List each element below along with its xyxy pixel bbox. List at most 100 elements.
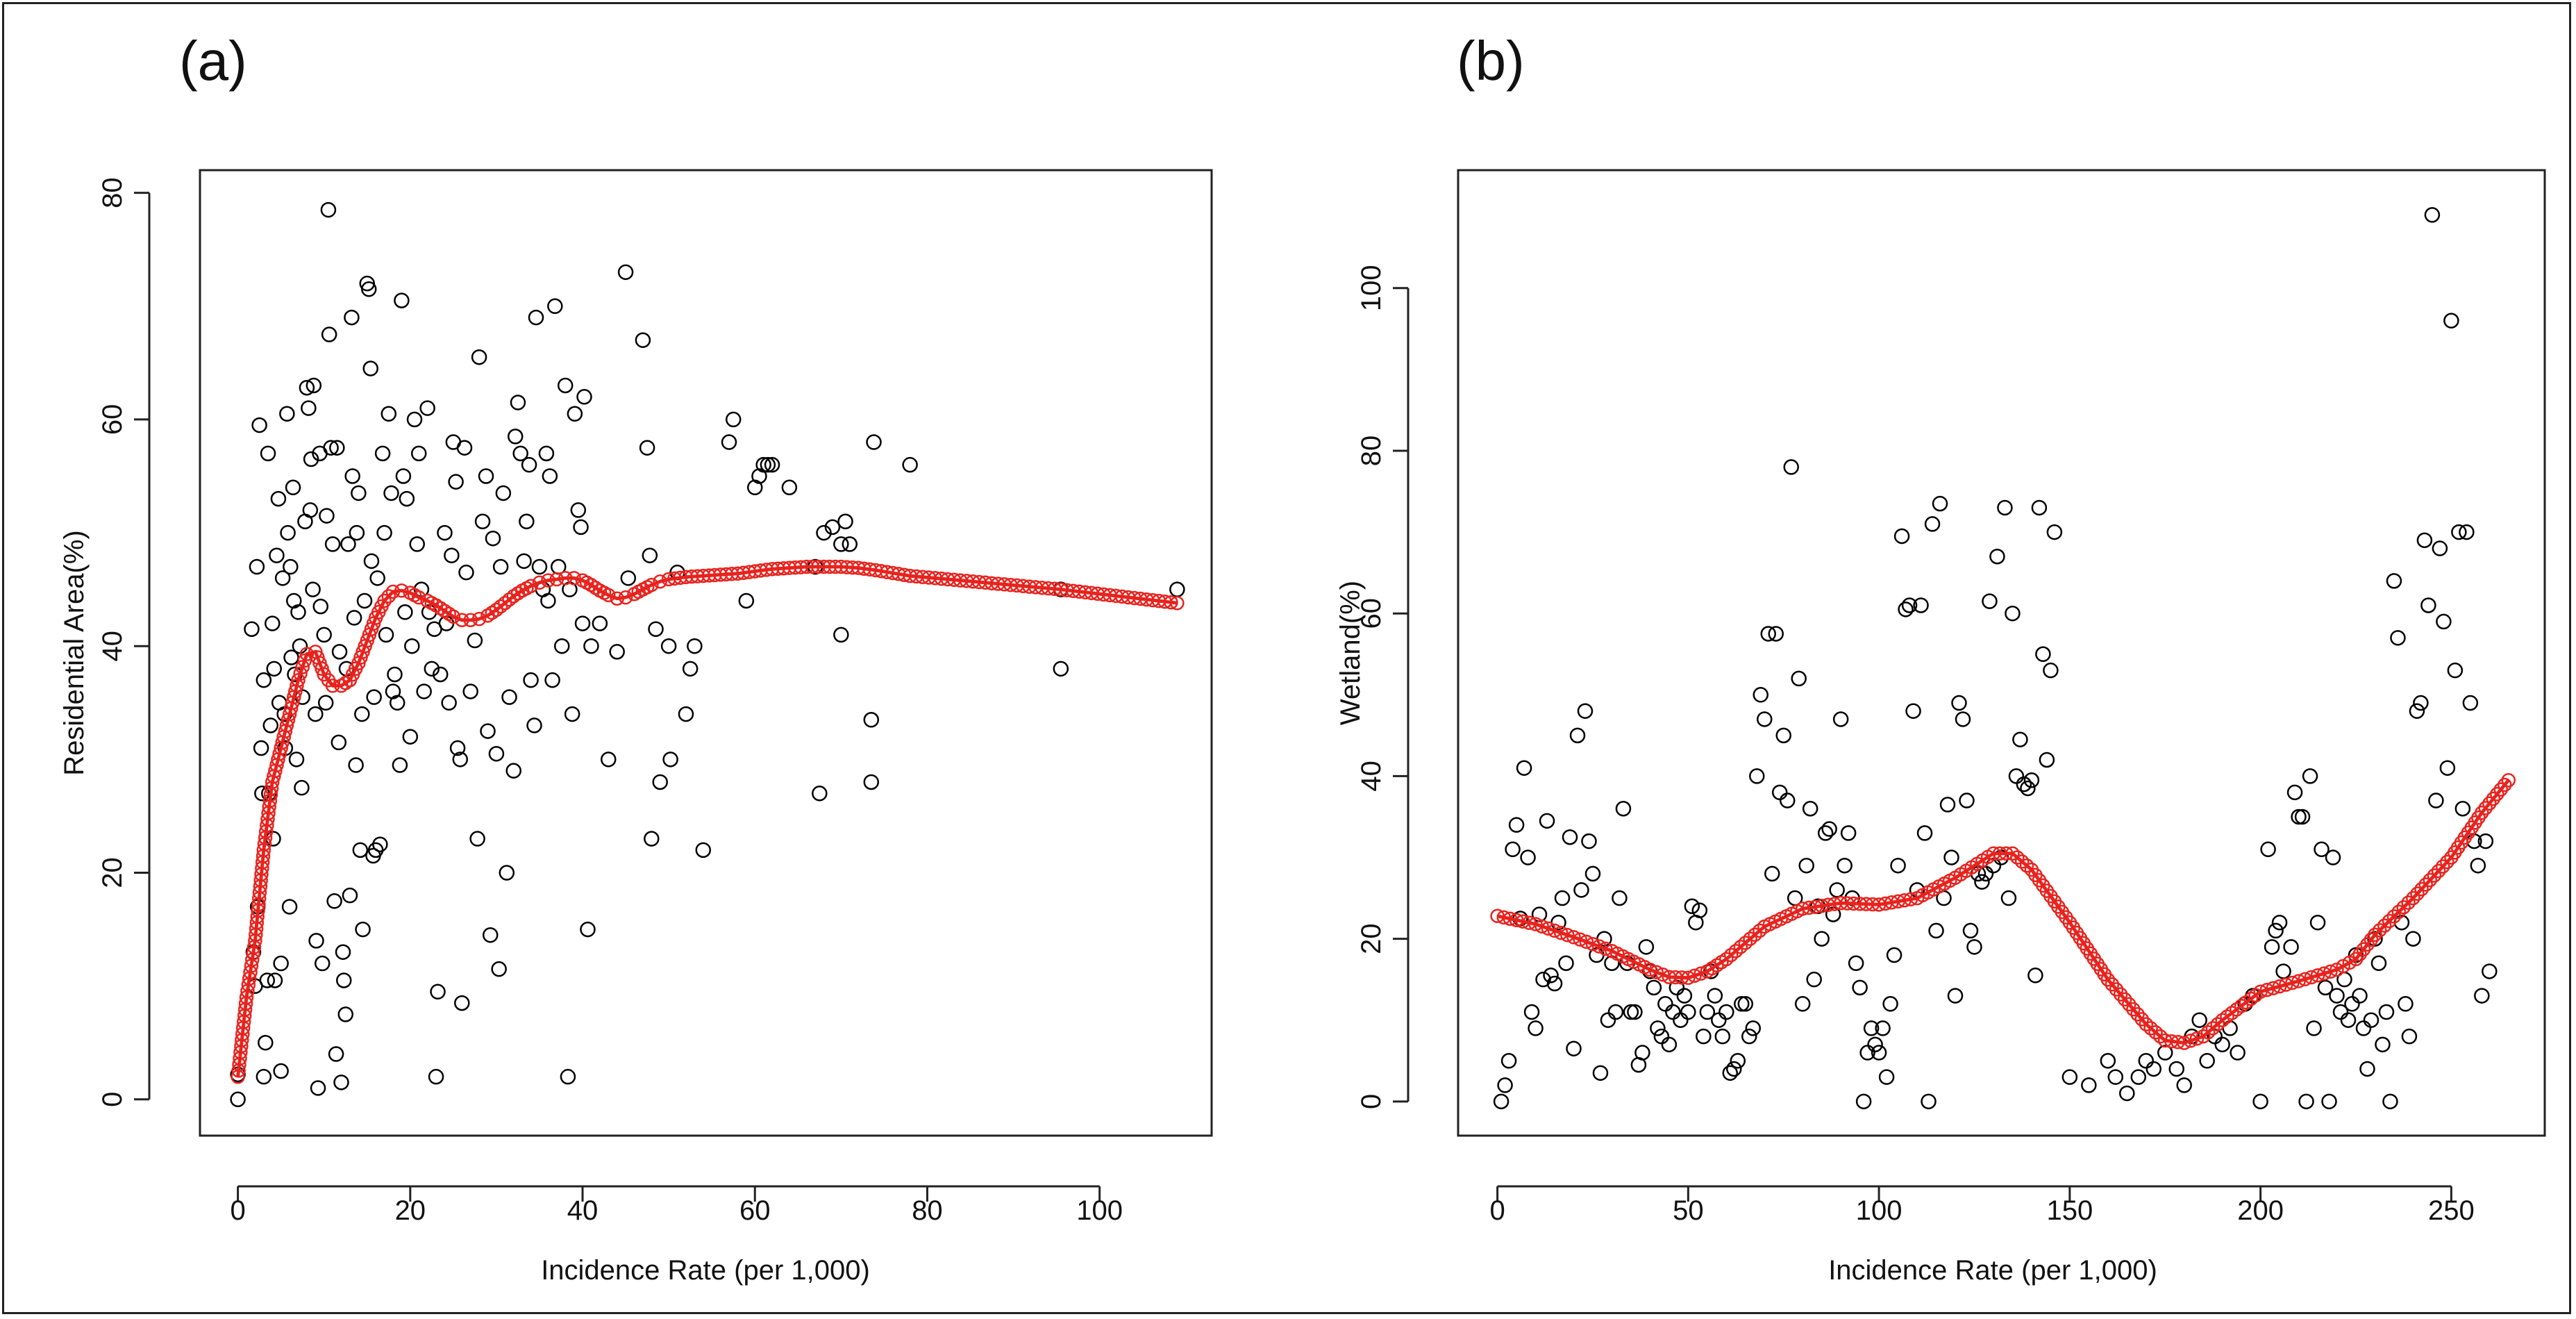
scatter-point <box>2352 988 2368 1004</box>
scatter-point <box>1612 890 1628 906</box>
scatter-point <box>1852 979 1868 996</box>
scatter-point <box>1520 849 1536 865</box>
scatter-point <box>419 400 435 416</box>
trend-marker <box>2501 773 2516 788</box>
scatter-point <box>1650 1020 1666 1036</box>
scatter-point <box>2405 931 2421 947</box>
scatter-point <box>2329 988 2345 1004</box>
scatter-point <box>2146 1061 2162 1077</box>
trend-marker <box>794 560 808 574</box>
scatter-point <box>1676 988 1693 1004</box>
trend-marker <box>673 570 687 586</box>
trend-marker <box>2377 918 2392 933</box>
scatter-point <box>410 445 427 462</box>
trend-marker <box>2478 801 2493 815</box>
scatter-point <box>2130 1069 2147 1085</box>
trend-marker <box>2117 992 2132 1007</box>
scatter-point <box>1745 1020 1762 1036</box>
scatter-point <box>507 429 524 445</box>
trend-marker <box>1748 927 1762 943</box>
trend-marker <box>377 593 392 608</box>
trend-marker <box>1585 936 1600 952</box>
scatter-point <box>444 547 460 563</box>
trend-marker <box>2401 895 2416 910</box>
scatter-point <box>269 547 285 563</box>
trend-marker <box>498 595 512 611</box>
trend-marker <box>2105 977 2120 992</box>
scatter-point <box>2321 1093 2337 1110</box>
scatter-point <box>644 831 660 847</box>
scatter-point <box>1775 727 1791 744</box>
scatter-point <box>2157 1045 2173 1061</box>
scatter-point <box>1955 711 1971 727</box>
scatter-point <box>553 638 570 654</box>
x-tick-label: 100 <box>1076 1195 1123 1226</box>
scatter-point <box>1875 1020 1891 1036</box>
scatter-point <box>2286 784 2303 801</box>
trend-marker <box>713 567 728 582</box>
trend-marker <box>2440 854 2454 870</box>
trend-marker <box>719 567 734 582</box>
scatter-point <box>1665 1004 1681 1020</box>
scatter-point <box>2230 1045 2245 1061</box>
scatter-point <box>544 672 560 688</box>
scatter-point <box>2416 532 2433 549</box>
scatter-point <box>488 745 505 762</box>
scatter-point <box>378 627 394 643</box>
panel-b: (b) 0 50 100 150 200 250 0 20 40 60 80 100 Inciden… <box>1335 30 2546 1286</box>
scatter-point <box>2294 808 2311 825</box>
trend-marker <box>1728 943 1743 959</box>
scatter-point <box>576 389 592 405</box>
x-tick-label: 50 <box>1673 1195 1704 1226</box>
scatter-point <box>1623 1004 1639 1020</box>
trend-marker <box>653 574 667 589</box>
scatter-point <box>652 774 668 790</box>
scatter-point <box>1840 825 1857 841</box>
scatter-point <box>528 309 544 326</box>
scatter-point <box>1794 996 1811 1012</box>
scatter-point <box>583 638 599 654</box>
scatter-point <box>1791 670 1807 687</box>
trend-marker <box>771 561 785 576</box>
scatter-point <box>1053 661 1069 677</box>
scatter-point <box>2447 662 2464 679</box>
scatter-point <box>1832 711 1849 727</box>
scatter-point <box>1523 1004 1540 1020</box>
scatter-point <box>2168 1061 2184 1077</box>
scatter-point <box>428 1068 444 1085</box>
scatter-point <box>301 400 317 416</box>
trend-marker <box>394 583 409 598</box>
scatter-point <box>1718 1004 1734 1020</box>
scatter-point <box>1714 1028 1731 1045</box>
scatter-point <box>1653 1028 1670 1045</box>
scatter-point <box>324 536 341 552</box>
scatter-point <box>430 984 446 1000</box>
scatter-point <box>2382 1093 2398 1110</box>
y-tick-label: 100 <box>1356 265 1387 311</box>
panel-b-trend <box>1490 773 2516 1050</box>
trend-marker <box>2126 1002 2141 1017</box>
scatter-point <box>1867 1036 1883 1053</box>
scatter-point <box>564 706 580 722</box>
scatter-point <box>1757 711 1773 727</box>
scatter-point <box>285 479 301 496</box>
trend-marker <box>2291 974 2306 988</box>
scatter-point <box>2363 1012 2380 1028</box>
scatter-point <box>1829 882 1845 898</box>
scatter-point <box>682 661 699 677</box>
scatter-point <box>402 729 419 745</box>
trend-marker <box>446 609 461 624</box>
scatter-point <box>2138 1053 2155 1069</box>
scatter-point <box>2378 1004 2395 1020</box>
scatter-point <box>452 752 469 768</box>
scatter-point <box>2390 630 2406 646</box>
trend-marker <box>493 599 508 614</box>
x-tick-label: 200 <box>2237 1195 2284 1226</box>
panel-a-trend <box>231 559 1185 1084</box>
trend-marker <box>2005 846 2020 861</box>
trend-marker <box>678 570 694 584</box>
scatter-point <box>482 927 499 943</box>
trend-marker <box>764 562 780 576</box>
scatter-point <box>1696 1028 1712 1045</box>
scatter-point <box>2375 1036 2391 1053</box>
